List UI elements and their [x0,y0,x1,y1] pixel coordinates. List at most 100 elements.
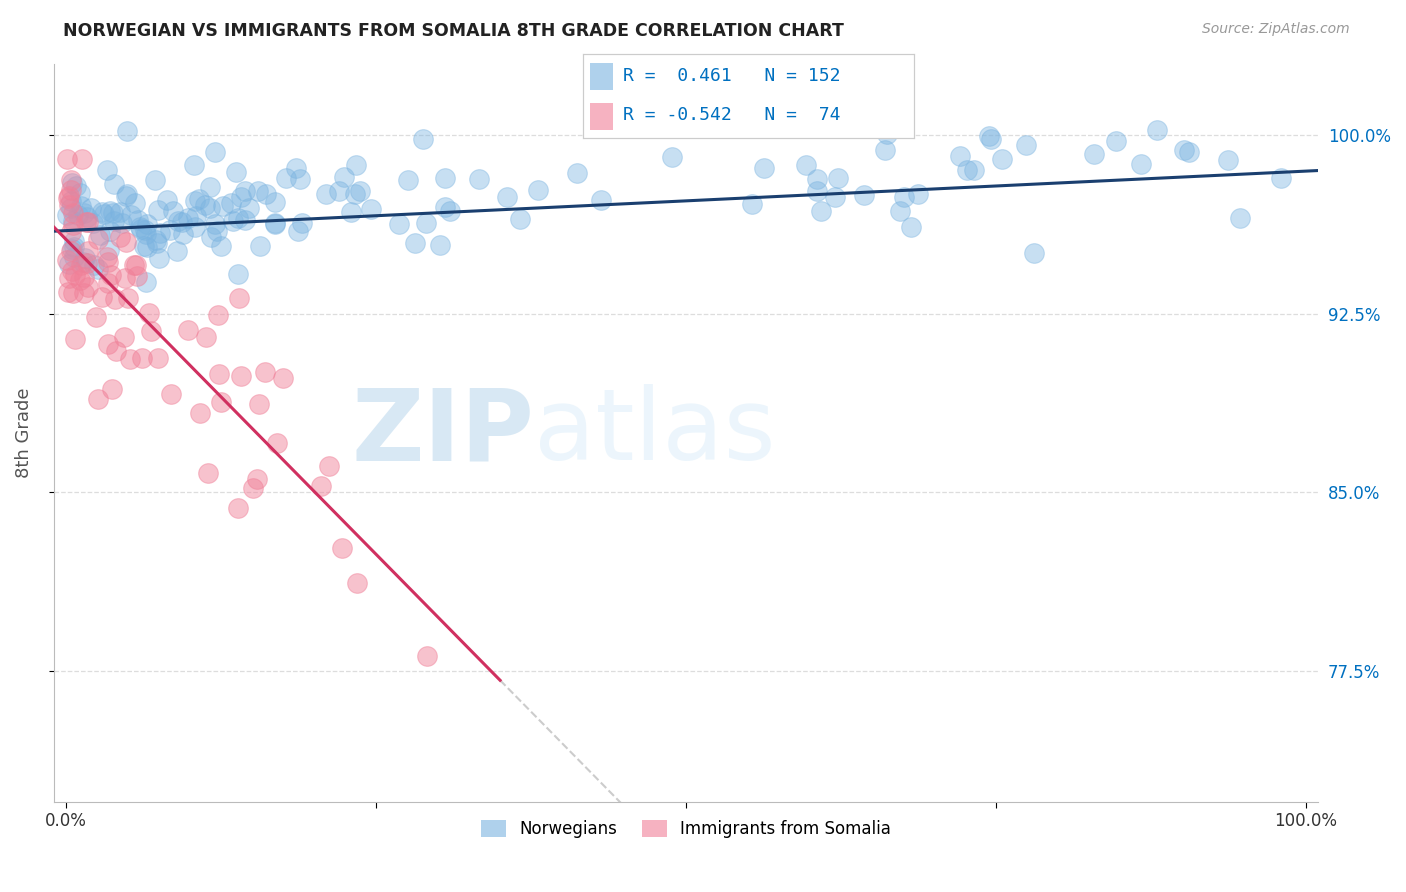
Norwegians [62,214,84,228]
Immigrants from Somalia [124,258,146,272]
Norwegians [238,202,260,216]
Norwegians [65,178,87,193]
Norwegians [876,128,898,142]
Norwegians [60,201,83,215]
Norwegians [177,211,200,226]
Immigrants from Somalia [228,501,250,516]
Immigrants from Somalia [97,276,120,290]
Legend: Norwegians, Immigrants from Somalia: Norwegians, Immigrants from Somalia [474,814,898,845]
Norwegians [98,203,121,218]
Immigrants from Somalia [112,329,135,343]
Immigrants from Somalia [273,371,295,385]
Immigrants from Somalia [70,153,93,167]
Norwegians [135,275,157,289]
Norwegians [360,202,382,216]
Immigrants from Somalia [122,259,145,273]
Norwegians [439,203,461,218]
Norwegians [388,217,411,231]
Norwegians [184,220,207,235]
Norwegians [434,170,457,185]
Norwegians [274,171,297,186]
Norwegians [1270,171,1292,186]
Immigrants from Somalia [58,270,80,285]
Immigrants from Somalia [346,576,368,591]
Immigrants from Somalia [62,218,84,232]
Immigrants from Somalia [104,344,127,359]
Immigrants from Somalia [146,351,169,365]
Norwegians [188,192,211,206]
Norwegians [1104,134,1126,148]
Immigrants from Somalia [63,268,86,282]
Norwegians [249,239,271,253]
Norwegians [661,150,683,164]
Norwegians [56,208,79,222]
Immigrants from Somalia [131,351,153,365]
Norwegians [264,195,287,210]
Immigrants from Somalia [97,254,120,268]
Norwegians [82,216,104,230]
Norwegians [198,202,221,216]
Norwegians [59,194,82,209]
Norwegians [115,186,138,201]
Immigrants from Somalia [415,648,437,663]
Immigrants from Somalia [62,285,84,300]
Norwegians [103,178,125,192]
Norwegians [980,132,1002,146]
Norwegians [263,217,285,231]
Immigrants from Somalia [73,269,96,284]
Immigrants from Somalia [197,466,219,480]
Immigrants from Somalia [97,337,120,351]
Norwegians [1216,153,1239,168]
Immigrants from Somalia [195,329,218,343]
Norwegians [103,206,125,220]
Norwegians [288,171,311,186]
Norwegians [134,223,156,237]
Norwegians [96,163,118,178]
Immigrants from Somalia [266,435,288,450]
Norwegians [143,173,166,187]
Immigrants from Somalia [318,458,340,473]
Immigrants from Somalia [125,268,148,283]
Immigrants from Somalia [247,397,270,411]
Norwegians [162,204,184,219]
Norwegians [145,234,167,248]
Text: Source: ZipAtlas.com: Source: ZipAtlas.com [1202,22,1350,37]
Norwegians [1014,138,1036,153]
Norwegians [87,262,110,277]
Immigrants from Somalia [309,479,332,493]
Immigrants from Somalia [60,264,83,278]
Y-axis label: 8th Grade: 8th Grade [15,387,32,478]
Immigrants from Somalia [59,225,82,239]
Norwegians [226,211,249,225]
Immigrants from Somalia [77,215,100,229]
Norwegians [73,205,96,219]
Immigrants from Somalia [56,252,79,267]
Norwegians [134,238,156,252]
Immigrants from Somalia [160,387,183,401]
Norwegians [263,216,285,230]
Immigrants from Somalia [114,235,136,250]
Norwegians [340,204,363,219]
Norwegians [204,217,226,231]
Norwegians [315,187,337,202]
Norwegians [148,251,170,265]
Norwegians [110,216,132,230]
Norwegians [287,224,309,238]
Norwegians [806,171,828,186]
Norwegians [907,186,929,201]
Immigrants from Somalia [110,229,132,244]
Immigrants from Somalia [56,191,79,205]
Text: R = -0.542   N =  74: R = -0.542 N = 74 [623,106,841,124]
Norwegians [211,198,233,212]
Norwegians [98,243,121,257]
Norwegians [221,196,243,211]
FancyBboxPatch shape [591,62,613,90]
Norwegians [136,240,159,254]
Immigrants from Somalia [56,285,79,299]
Norwegians [103,214,125,228]
Norwegians [200,230,222,244]
Norwegians [115,188,138,202]
Norwegians [166,213,188,227]
Norwegians [328,184,350,198]
Norwegians [184,194,207,209]
